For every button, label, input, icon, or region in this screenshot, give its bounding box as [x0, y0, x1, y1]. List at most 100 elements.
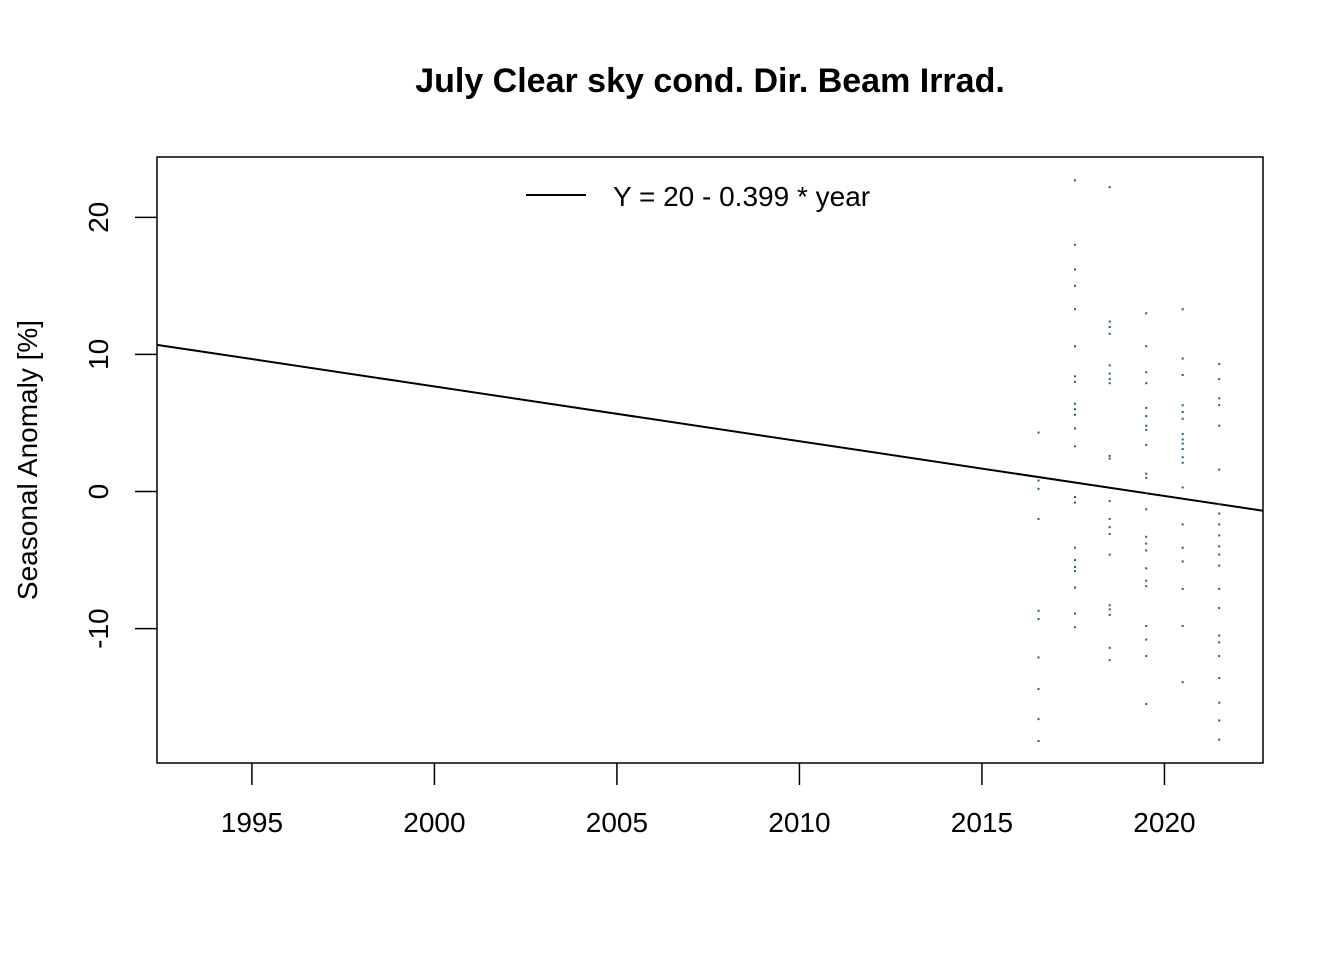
data-point — [1037, 618, 1040, 621]
data-point — [1218, 523, 1221, 526]
data-point — [1145, 567, 1148, 570]
x-tick-label-2020: 2020 — [1133, 807, 1195, 838]
data-point — [1181, 560, 1184, 563]
data-point — [1145, 345, 1148, 348]
data-point — [1108, 517, 1111, 520]
data-point — [1145, 703, 1148, 706]
x-tick-label-2015: 2015 — [951, 807, 1013, 838]
data-point — [1074, 626, 1077, 629]
data-point — [1074, 375, 1077, 378]
data-point — [1218, 738, 1221, 741]
data-point — [1145, 638, 1148, 641]
data-point — [1145, 624, 1148, 627]
data-point — [1145, 371, 1148, 374]
y-tick-label-20: 20 — [83, 202, 114, 233]
data-point — [1108, 186, 1111, 189]
data-point — [1218, 553, 1221, 556]
data-point — [1181, 546, 1184, 549]
data-point — [1145, 406, 1148, 409]
data-point — [1108, 332, 1111, 335]
legend-entry-trend: Y = 20 - 0.399 * year — [613, 181, 870, 212]
data-point — [1218, 545, 1221, 548]
data-point — [1037, 718, 1040, 721]
data-point — [1074, 179, 1077, 182]
data-point — [1218, 641, 1221, 644]
data-point — [1108, 500, 1111, 503]
data-point — [1108, 553, 1111, 556]
data-point — [1074, 413, 1077, 416]
points-layer — [1037, 179, 1221, 743]
data-point — [1218, 607, 1221, 610]
data-point — [1145, 549, 1148, 552]
data-point — [1145, 443, 1148, 446]
data-point — [1145, 535, 1148, 538]
data-point — [1218, 424, 1221, 427]
data-point — [1037, 479, 1040, 482]
data-point — [1145, 428, 1148, 431]
data-point — [1074, 570, 1077, 573]
data-point — [1108, 378, 1111, 381]
data-point — [1074, 308, 1077, 311]
data-point — [1218, 587, 1221, 590]
y-tick-label--10: -10 — [83, 608, 114, 648]
data-point — [1074, 268, 1077, 271]
data-point — [1181, 486, 1184, 489]
data-point — [1181, 456, 1184, 459]
data-point — [1074, 243, 1077, 246]
data-point — [1181, 411, 1184, 414]
data-point — [1218, 397, 1221, 400]
data-point — [1145, 472, 1148, 475]
data-point — [1218, 701, 1221, 704]
data-point — [1181, 308, 1184, 311]
data-point — [1074, 559, 1077, 562]
x-tick-label-2010: 2010 — [768, 807, 830, 838]
data-point — [1108, 326, 1111, 329]
data-point — [1218, 468, 1221, 471]
y-axis: -10 0 10 20 — [83, 202, 157, 649]
data-point — [1074, 402, 1077, 405]
data-point — [1218, 719, 1221, 722]
data-point — [1181, 587, 1184, 590]
data-point — [1181, 404, 1184, 407]
data-point — [1181, 373, 1184, 376]
data-point — [1181, 461, 1184, 464]
data-point — [1181, 432, 1184, 435]
x-axis: 1995 2000 2005 2010 2015 2020 — [221, 763, 1196, 838]
data-point — [1108, 604, 1111, 607]
data-point — [1037, 740, 1040, 743]
data-point — [1074, 586, 1077, 589]
data-point — [1108, 526, 1111, 529]
data-point — [1218, 502, 1221, 505]
data-point — [1218, 363, 1221, 366]
data-point — [1108, 320, 1111, 323]
data-point — [1218, 404, 1221, 407]
data-point — [1108, 659, 1111, 662]
data-point — [1218, 512, 1221, 515]
data-point — [1181, 624, 1184, 627]
x-tick-label-2000: 2000 — [403, 807, 465, 838]
data-point — [1145, 312, 1148, 315]
data-point — [1037, 431, 1040, 434]
data-point — [1074, 284, 1077, 287]
data-point — [1074, 565, 1077, 568]
x-tick-label-2005: 2005 — [586, 807, 648, 838]
data-point — [1145, 424, 1148, 427]
data-point — [1108, 457, 1111, 460]
data-point — [1181, 417, 1184, 420]
data-point — [1108, 454, 1111, 457]
data-point — [1074, 445, 1077, 448]
data-point — [1181, 523, 1184, 526]
data-point — [1145, 579, 1148, 582]
y-tick-label-10: 10 — [83, 339, 114, 370]
plot-area-frame — [156, 156, 1264, 764]
data-point — [1074, 612, 1077, 615]
data-point — [1145, 508, 1148, 511]
data-point — [1037, 487, 1040, 490]
data-point — [1145, 655, 1148, 658]
data-point — [1074, 546, 1077, 549]
data-point — [1108, 608, 1111, 611]
trend-line — [156, 343, 1264, 512]
data-point — [1074, 427, 1077, 430]
data-point — [1145, 491, 1148, 494]
